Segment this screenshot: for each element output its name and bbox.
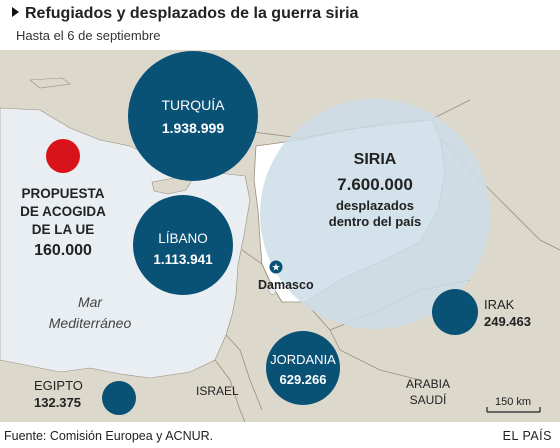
bubble-egipto — [102, 381, 136, 415]
syria-desc-line-2: dentro del país — [329, 214, 421, 229]
saudi-label-line-2: SAUDÍ — [410, 392, 447, 407]
source-text: Fuente: Comisión Europea y ACNUR. — [4, 429, 214, 443]
eu-proposal-value: 160.000 — [34, 242, 92, 259]
map-svg: SIRIA 7.600.000 desplazados dentro del p… — [0, 50, 560, 423]
lebanon-border — [241, 249, 283, 303]
map-title: Refugiados y desplazados de la guerra si… — [12, 5, 358, 23]
bubble-irak — [432, 289, 478, 335]
eu-proposal-marker — [46, 139, 80, 173]
capital-star-glyph: ★ — [272, 263, 281, 274]
bubble-libano-value: 1.113.941 — [153, 252, 213, 267]
eu-proposal-line-3: DE LA UE — [32, 222, 95, 237]
saudi-label-line-1: ARABIA — [406, 377, 450, 391]
israel-label: ISRAEL — [196, 384, 239, 398]
title-marker-icon — [12, 7, 19, 17]
header: Refugiados y desplazados de la guerra si… — [0, 0, 560, 50]
footer: Fuente: Comisión Europea y ACNUR. EL PAÍ… — [0, 424, 560, 448]
eu-proposal-line-2: DE ACOGIDA — [20, 204, 106, 219]
crete-island — [29, 77, 71, 89]
sea-label-line-1: Mar — [78, 294, 103, 310]
bubble-turquia-name: TURQUÍA — [162, 97, 226, 113]
syria-name: SIRIA — [354, 151, 397, 168]
bubble-jordania-name: JORDANIA — [270, 352, 336, 367]
syria-desc-line-1: desplazados — [336, 198, 414, 213]
lake — [267, 286, 277, 295]
israel-border — [225, 334, 263, 411]
brand-text: EL PAÍS — [502, 429, 552, 443]
title-text: Refugiados y desplazados de la guerra si… — [25, 5, 359, 22]
bubble-egipto-value: 132.375 — [34, 395, 81, 410]
bubble-jordania — [266, 331, 340, 405]
scale-bar-label: 150 km — [495, 396, 531, 408]
bubble-turquia — [128, 51, 258, 181]
jordan-saudi-border — [329, 329, 421, 381]
bubble-libano — [133, 195, 233, 295]
capital-label: Damasco — [258, 278, 314, 292]
capital-star-icon — [269, 260, 283, 274]
map: SIRIA 7.600.000 desplazados dentro del p… — [0, 50, 560, 423]
bubble-libano-name: LÍBANO — [158, 231, 208, 246]
bubble-jordania-value: 629.266 — [280, 372, 327, 387]
bubble-irak-value: 249.463 — [484, 314, 531, 329]
bubble-turquia-value: 1.938.999 — [162, 120, 224, 136]
map-subtitle: Hasta el 6 de septiembre — [16, 28, 161, 43]
sea-label-line-2: Mediterráneo — [49, 315, 132, 331]
eu-proposal-line-1: PROPUESTA — [21, 186, 104, 201]
bubble-irak-name: IRAK — [484, 297, 515, 312]
syria-value: 7.600.000 — [337, 175, 413, 194]
egypt-border — [214, 359, 246, 423]
bubble-egipto-name: EGIPTO — [34, 378, 83, 393]
syria-bubble — [260, 99, 490, 329]
